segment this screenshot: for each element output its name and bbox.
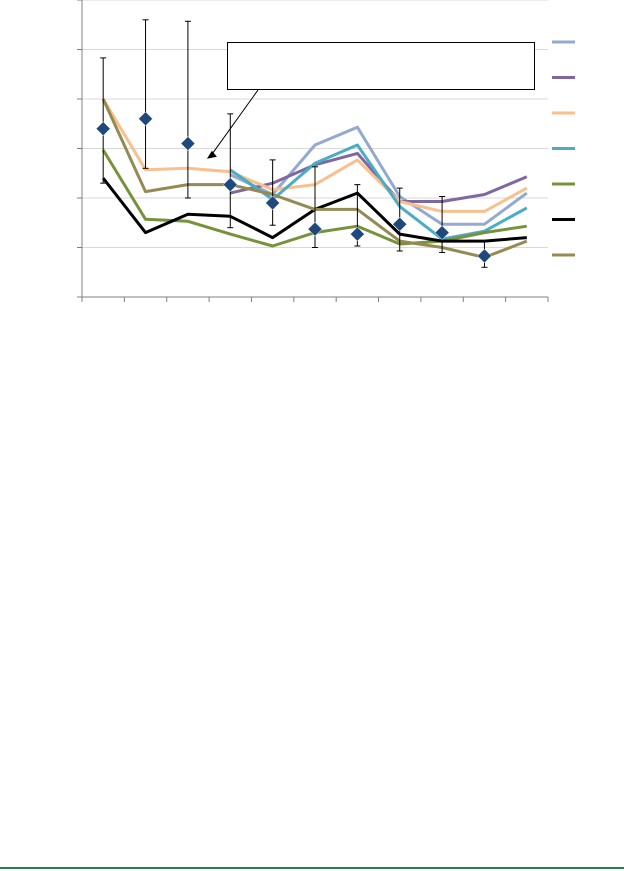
series-line-1 [229,125,528,226]
axes [77,0,549,302]
diamond-marker [95,121,111,137]
diamond-marker [392,216,408,232]
legend [552,40,575,257]
diamond-marker [138,111,153,127]
annotation-arrow [206,89,259,159]
diamond-marker [307,221,323,237]
diamond-marker [222,177,238,192]
annotation-box [227,42,535,90]
diamond-marker [350,226,365,242]
annotation-leader [210,89,259,156]
diamond-marker [180,136,196,151]
diamond-marker [477,248,492,264]
diamond-marker [434,225,450,241]
error-bars [100,19,488,268]
bottom-rule [0,867,624,869]
diamond-markers [95,111,492,264]
annotation-arrowhead [206,150,217,159]
diamond-marker [265,195,280,211]
